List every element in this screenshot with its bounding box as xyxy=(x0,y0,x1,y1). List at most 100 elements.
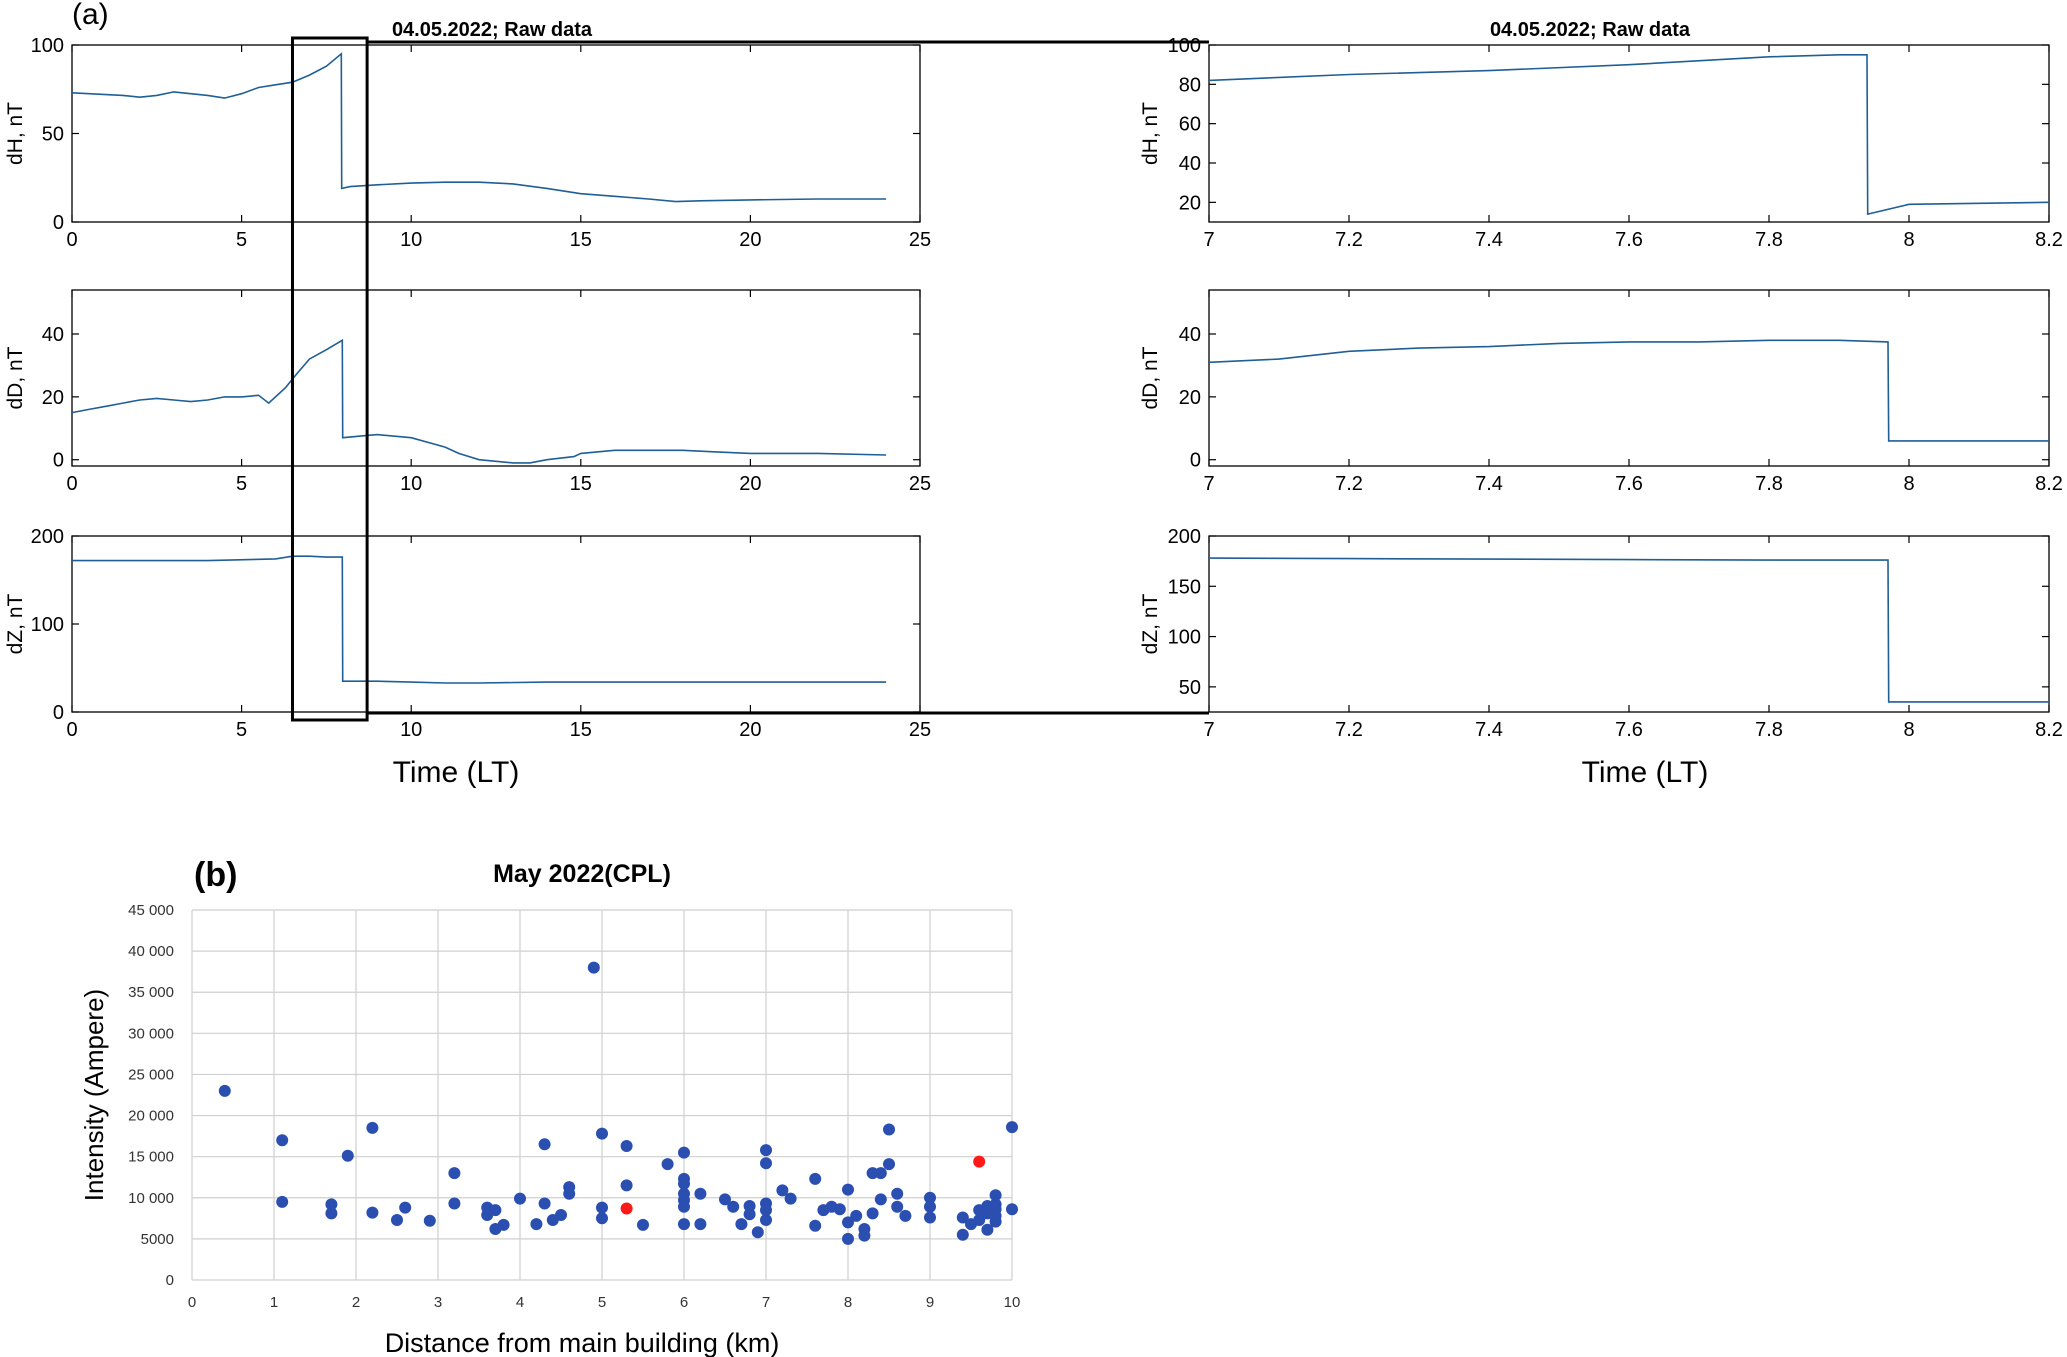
scatter-point xyxy=(956,1228,969,1241)
y-tick-label: 40 000 xyxy=(128,943,174,960)
scatter-point xyxy=(620,1179,633,1192)
scatter-point xyxy=(727,1200,740,1213)
scatter-point xyxy=(809,1219,822,1232)
scatter-point xyxy=(678,1146,690,1159)
y-tick-label: 50 xyxy=(1179,677,1201,699)
x-tick-label: 6 xyxy=(680,1294,688,1311)
x-tick-label: 0 xyxy=(66,719,77,741)
scatter-point xyxy=(596,1127,608,1140)
x-tick-label: 7 xyxy=(1203,719,1214,741)
panel-b-label: (b) xyxy=(194,856,237,894)
scatter-point xyxy=(514,1192,526,1205)
scatter-point xyxy=(678,1200,690,1213)
scatter-point xyxy=(784,1192,797,1205)
x-tick-label: 5 xyxy=(236,229,247,251)
x-axis-label: Time (LT) xyxy=(1582,756,1709,789)
x-tick-label: 20 xyxy=(739,473,761,495)
y-tick-label: 0 xyxy=(1190,450,1201,472)
x-tick-label: 20 xyxy=(739,719,761,741)
x-tick-label: 2 xyxy=(352,1294,360,1311)
plot-frame xyxy=(1208,44,2050,223)
x-tick-label: 10 xyxy=(1004,1294,1021,1311)
x-tick-label: 7.2 xyxy=(1335,473,1363,495)
scatter-point xyxy=(891,1187,904,1200)
y-tick-label: 0 xyxy=(53,212,64,234)
scatter-point xyxy=(1006,1203,1018,1216)
x-tick-label: 7.6 xyxy=(1615,473,1643,495)
y-axis-label: dH, nT xyxy=(4,102,27,165)
y-tick-label: 25 000 xyxy=(128,1066,174,1083)
scatter-point xyxy=(719,1193,731,1206)
x-tick-label: 8 xyxy=(1903,719,1914,741)
scatter-point xyxy=(366,1121,379,1134)
series-line xyxy=(71,338,887,464)
scatter-point xyxy=(555,1209,567,1221)
scatter-point xyxy=(538,1138,551,1151)
scatter-point xyxy=(448,1197,461,1210)
scatter-point xyxy=(325,1207,338,1220)
scatter-point xyxy=(678,1218,690,1231)
scatter-point xyxy=(899,1209,912,1222)
y-axis-label: dD, nT xyxy=(1139,346,1162,409)
series-line xyxy=(72,555,887,684)
scatter-point xyxy=(760,1144,772,1157)
y-tick-label: 150 xyxy=(1168,576,1201,598)
x-tick-label: 7.4 xyxy=(1475,473,1503,495)
y-axis-label: dZ, nT xyxy=(4,593,27,654)
x-tick-label: 1 xyxy=(270,1294,278,1311)
scatter-point xyxy=(538,1197,551,1210)
scatter-point xyxy=(694,1218,707,1231)
chart-title: 04.05.2022; Raw data xyxy=(1490,19,1691,41)
x-tick-label: 7.4 xyxy=(1475,229,1503,251)
y-tick-label: 40 xyxy=(1179,324,1201,346)
scatter-point xyxy=(661,1158,674,1171)
scatter-point xyxy=(924,1200,936,1213)
x-tick-label: 25 xyxy=(909,473,931,495)
scatter-point xyxy=(637,1218,649,1231)
scatter-point xyxy=(842,1232,854,1245)
scatter-point xyxy=(735,1218,748,1231)
y-tick-label: 50 xyxy=(42,124,64,146)
x-tick-label: 0 xyxy=(66,473,77,495)
x-tick-label: 25 xyxy=(909,719,931,741)
scatter-point xyxy=(874,1193,887,1206)
scatter-point xyxy=(448,1167,461,1180)
x-tick-label: 7.2 xyxy=(1335,719,1363,741)
scatter-point xyxy=(399,1201,412,1214)
scatter-point xyxy=(842,1216,854,1229)
y-tick-label: 40 xyxy=(1179,153,1201,175)
scatter-point xyxy=(563,1181,576,1194)
x-tick-label: 15 xyxy=(570,229,592,251)
chart-title: May 2022(CPL) xyxy=(493,860,671,888)
x-tick-label: 7.6 xyxy=(1615,719,1643,741)
scatter-point xyxy=(694,1187,707,1200)
scatter-point xyxy=(391,1214,403,1226)
x-tick-label: 8 xyxy=(1903,229,1914,251)
subplot-2: 0 20 40 0 5 10 15 20 25 dD, nT xyxy=(4,289,931,495)
scatter-point xyxy=(423,1214,436,1227)
y-tick-label: 40 xyxy=(42,324,64,346)
x-axis-label: Distance from main building (km) xyxy=(385,1328,780,1357)
scatter-point-highlight xyxy=(973,1155,986,1168)
y-tick-label: 80 xyxy=(1179,74,1201,96)
x-tick-label: 5 xyxy=(598,1294,606,1311)
scatter-point xyxy=(678,1177,690,1190)
y-tick-label: 35 000 xyxy=(128,984,174,1001)
x-tick-label: 5 xyxy=(236,719,247,741)
scatter-point xyxy=(866,1167,879,1180)
scatter-point xyxy=(858,1229,871,1242)
series-line xyxy=(1208,339,2049,442)
x-tick-label: 10 xyxy=(400,473,422,495)
scatter-point xyxy=(760,1204,772,1217)
scatter-point xyxy=(760,1214,772,1226)
y-tick-label: 5000 xyxy=(141,1231,174,1248)
scatter-point xyxy=(956,1211,969,1224)
scatter-point xyxy=(341,1149,354,1162)
y-axis-label: dH, nT xyxy=(1139,102,1162,165)
scatter-point xyxy=(596,1201,608,1214)
scatter-point xyxy=(743,1208,756,1221)
x-tick-label: 7.8 xyxy=(1755,719,1783,741)
